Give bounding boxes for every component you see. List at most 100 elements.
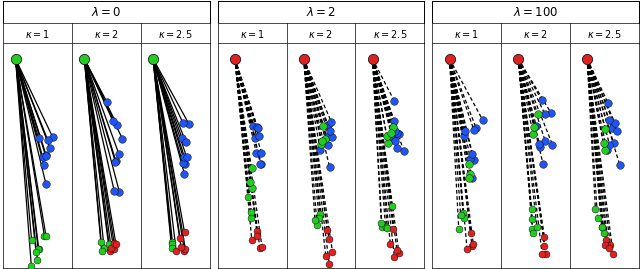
Point (467, 152, 477, 156)
Point (253, 133, 264, 138)
Point (182, 155, 192, 160)
Point (108, 119, 118, 123)
Point (459, 134, 469, 138)
Point (184, 122, 194, 126)
Point (465, 172, 475, 176)
Point (38, 155, 48, 159)
Point (527, 217, 538, 221)
Point (596, 225, 607, 229)
Point (604, 246, 614, 250)
Point (546, 111, 556, 116)
Point (250, 136, 260, 140)
Point (104, 242, 114, 246)
Point (321, 135, 332, 139)
Point (244, 180, 255, 184)
Point (32, 258, 42, 262)
Point (605, 243, 616, 247)
Point (454, 226, 464, 231)
Point (513, 57, 524, 61)
Point (316, 142, 326, 146)
Point (180, 247, 191, 251)
Point (171, 249, 181, 253)
Point (532, 112, 543, 116)
Point (599, 231, 609, 235)
Point (41, 233, 51, 238)
Point (381, 134, 392, 139)
Point (324, 165, 335, 169)
Point (597, 225, 607, 229)
Point (114, 152, 124, 156)
Point (460, 129, 470, 133)
Point (459, 216, 469, 220)
Point (389, 255, 399, 259)
Point (541, 252, 551, 257)
Point (166, 246, 177, 250)
Point (607, 125, 617, 130)
Point (463, 176, 474, 180)
Point (323, 123, 333, 127)
Point (602, 238, 612, 242)
Point (600, 147, 610, 152)
Point (247, 186, 257, 190)
Point (117, 137, 127, 141)
Point (243, 195, 253, 199)
Point (110, 160, 120, 164)
Point (528, 231, 538, 236)
Point (323, 143, 333, 147)
Point (99, 246, 109, 250)
Point (41, 154, 51, 158)
Point (178, 121, 188, 126)
Point (598, 141, 609, 145)
Point (477, 118, 488, 122)
Point (604, 142, 614, 147)
Point (540, 139, 550, 144)
Point (315, 148, 325, 152)
Point (386, 130, 396, 135)
Point (535, 145, 545, 149)
Point (538, 162, 548, 166)
Point (312, 223, 323, 228)
Point (467, 244, 477, 248)
Point (179, 249, 189, 253)
Point (246, 238, 257, 243)
Point (252, 125, 262, 129)
Point (31, 250, 41, 254)
Point (255, 246, 265, 250)
Point (180, 161, 190, 166)
Point (527, 227, 538, 232)
Point (388, 137, 398, 141)
Point (252, 234, 262, 238)
Point (317, 139, 327, 143)
Point (324, 129, 335, 133)
Point (299, 57, 309, 61)
Point (380, 224, 390, 229)
Point (394, 132, 404, 136)
Text: $\lambda = 0$: $\lambda = 0$ (91, 6, 122, 19)
Point (536, 98, 547, 102)
Point (181, 140, 191, 145)
Point (41, 153, 51, 157)
Point (540, 235, 550, 239)
Point (33, 136, 44, 141)
Point (600, 127, 611, 131)
Point (389, 99, 399, 103)
Point (604, 118, 614, 123)
Point (111, 159, 121, 163)
Text: $\lambda = 2$: $\lambda = 2$ (306, 6, 336, 19)
Text: $\kappa = 1$: $\kappa = 1$ (240, 28, 265, 40)
Point (377, 225, 387, 229)
Point (41, 181, 51, 186)
Point (392, 248, 402, 253)
Point (255, 162, 266, 166)
Point (537, 252, 547, 256)
Point (176, 245, 186, 249)
Point (175, 236, 185, 240)
Point (444, 57, 454, 61)
Point (388, 227, 398, 231)
Point (314, 215, 324, 220)
Text: $\kappa = 2$: $\kappa = 2$ (94, 28, 119, 40)
Point (468, 128, 479, 132)
Point (326, 120, 337, 124)
Point (456, 213, 466, 218)
Point (42, 137, 52, 142)
